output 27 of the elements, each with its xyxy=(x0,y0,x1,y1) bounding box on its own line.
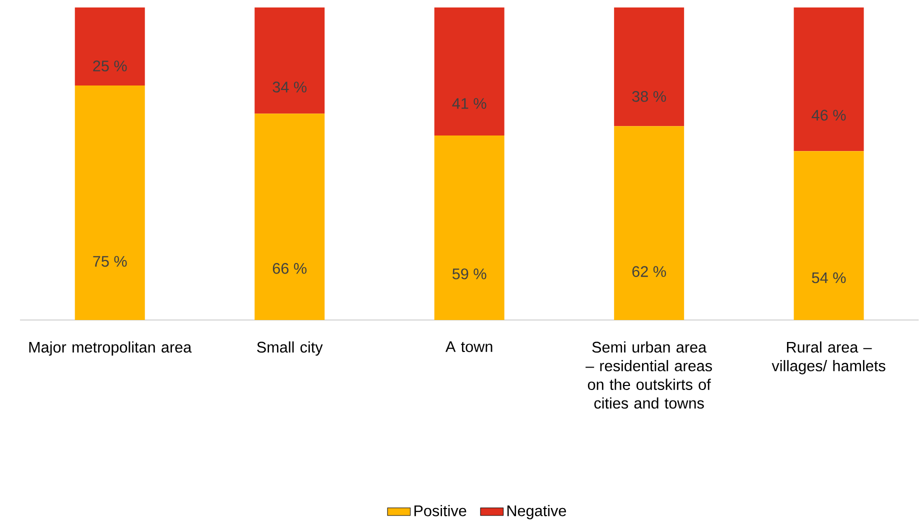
bar xyxy=(434,136,504,320)
data-label: 38 % xyxy=(632,91,666,102)
bar xyxy=(614,126,684,320)
legend-label: Negative xyxy=(507,504,566,520)
bar xyxy=(614,7,684,126)
data-label: 59 % xyxy=(452,268,486,280)
data-label: 25 % xyxy=(93,60,127,72)
data-label: 75 % xyxy=(93,256,127,267)
x-tick-label: Major metropolitan area xyxy=(29,341,192,356)
bar xyxy=(434,7,504,136)
data-label: 41 % xyxy=(452,98,486,109)
data-label: 66 % xyxy=(272,262,307,274)
bar xyxy=(74,86,145,320)
data-label: 62 % xyxy=(632,266,666,277)
x-tick-label: Rural area – villages/ hamlets xyxy=(772,341,886,374)
x-tick-label: A town xyxy=(445,341,492,352)
bar xyxy=(254,7,325,114)
data-label: 46 % xyxy=(812,110,846,121)
data-label: 54 % xyxy=(812,272,846,284)
x-tick-label: Small city xyxy=(257,341,323,356)
legend-label: Positive xyxy=(414,504,466,516)
x-tick-label: Semi urban area – residential areas on the outskirts of cities and towns xyxy=(586,341,712,409)
bar xyxy=(254,114,325,320)
bar xyxy=(74,7,145,86)
bar xyxy=(794,151,864,320)
data-label: 34 % xyxy=(272,82,307,92)
bar xyxy=(794,7,864,152)
